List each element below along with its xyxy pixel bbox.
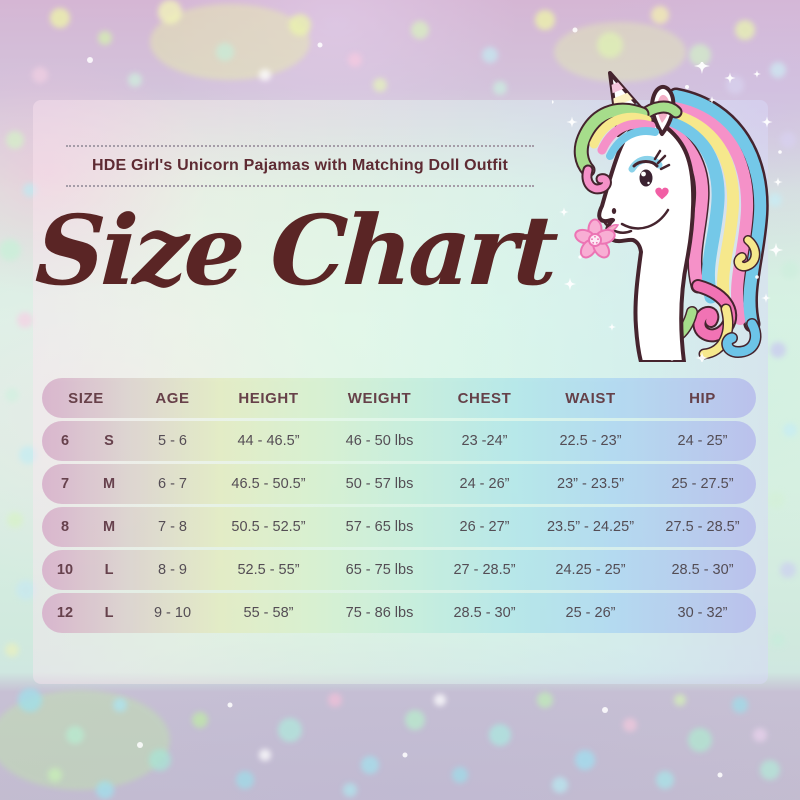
size-number-cell: 8 [60, 519, 70, 535]
height-cell: 55 - 58” [243, 605, 294, 621]
size-number-cell: 10 [56, 562, 74, 578]
table-row: 10 L 8 - 9 52.5 - 55” 65 - 75 lbs 27 - 2… [42, 550, 756, 590]
waist-cell: 25 - 26” [565, 605, 616, 621]
weight-cell: 65 - 75 lbs [345, 562, 414, 578]
weight-cell: 46 - 50 lbs [345, 433, 414, 449]
header-hip: HIP [689, 389, 716, 407]
size-table: SIZE AGE HEIGHT WEIGHT CHEST WAIST HIP 6… [42, 378, 756, 636]
size-letter-cell: L [104, 562, 114, 578]
weight-cell: 50 - 57 lbs [345, 476, 414, 492]
chest-cell: 26 - 27” [459, 519, 510, 535]
chest-cell: 23 -24” [461, 433, 508, 449]
size-letter-cell: M [102, 519, 116, 535]
height-cell: 44 - 46.5” [237, 433, 300, 449]
table-body: 6 S 5 - 6 44 - 46.5” 46 - 50 lbs 23 -24”… [42, 421, 756, 633]
age-cell: 5 - 6 [157, 433, 187, 449]
page-title: Size Chart [32, 194, 558, 307]
waist-cell: 23.5” - 24.25” [546, 519, 635, 535]
header-chest: CHEST [457, 389, 512, 407]
hip-cell: 24 - 25” [677, 433, 728, 449]
table-row: 8 M 7 - 8 50.5 - 52.5” 57 - 65 lbs 26 - … [42, 507, 756, 547]
header-weight: WEIGHT [347, 389, 412, 407]
hip-cell: 28.5 - 30” [671, 562, 734, 578]
height-cell: 46.5 - 50.5” [231, 476, 306, 492]
height-cell: 50.5 - 52.5” [231, 519, 306, 535]
table-row: 12 L 9 - 10 55 - 58” 75 - 86 lbs 28.5 - … [42, 593, 756, 633]
hip-cell: 25 - 27.5” [671, 476, 734, 492]
header-waist: WAIST [565, 389, 616, 407]
age-cell: 7 - 8 [157, 519, 187, 535]
header-size: SIZE [68, 389, 104, 407]
hip-cell: 30 - 32” [677, 605, 728, 621]
chest-cell: 28.5 - 30” [453, 605, 516, 621]
weight-cell: 75 - 86 lbs [345, 605, 414, 621]
age-cell: 6 - 7 [157, 476, 187, 492]
chest-cell: 27 - 28.5” [453, 562, 516, 578]
weight-cell: 57 - 65 lbs [345, 519, 414, 535]
product-name-band: HDE Girl's Unicorn Pajamas with Matching… [66, 145, 534, 187]
unicorn-illustration [552, 62, 784, 362]
height-cell: 52.5 - 55” [237, 562, 300, 578]
sparkle-stars [552, 62, 784, 362]
table-row: 7 M 6 - 7 46.5 - 50.5” 50 - 57 lbs 24 - … [42, 464, 756, 504]
waist-cell: 22.5 - 23” [559, 433, 622, 449]
age-cell: 8 - 9 [157, 562, 187, 578]
flower-icon [574, 218, 620, 259]
table-row: 6 S 5 - 6 44 - 46.5” 46 - 50 lbs 23 -24”… [42, 421, 756, 461]
header-age: AGE [155, 389, 190, 407]
header-height: HEIGHT [238, 389, 299, 407]
waist-cell: 24.25 - 25” [555, 562, 626, 578]
hip-cell: 27.5 - 28.5” [665, 519, 740, 535]
size-number-cell: 7 [60, 476, 70, 492]
size-number-cell: 6 [60, 433, 70, 449]
size-number-cell: 12 [56, 605, 74, 621]
waist-cell: 23” - 23.5” [557, 476, 624, 492]
table-header-row: SIZE AGE HEIGHT WEIGHT CHEST WAIST HIP [42, 378, 756, 418]
size-letter-cell: S [104, 433, 114, 449]
size-letter-cell: L [104, 605, 114, 621]
age-cell: 9 - 10 [153, 605, 192, 621]
product-name: HDE Girl's Unicorn Pajamas with Matching… [91, 157, 509, 174]
chest-cell: 24 - 26” [459, 476, 510, 492]
size-letter-cell: M [102, 476, 116, 492]
